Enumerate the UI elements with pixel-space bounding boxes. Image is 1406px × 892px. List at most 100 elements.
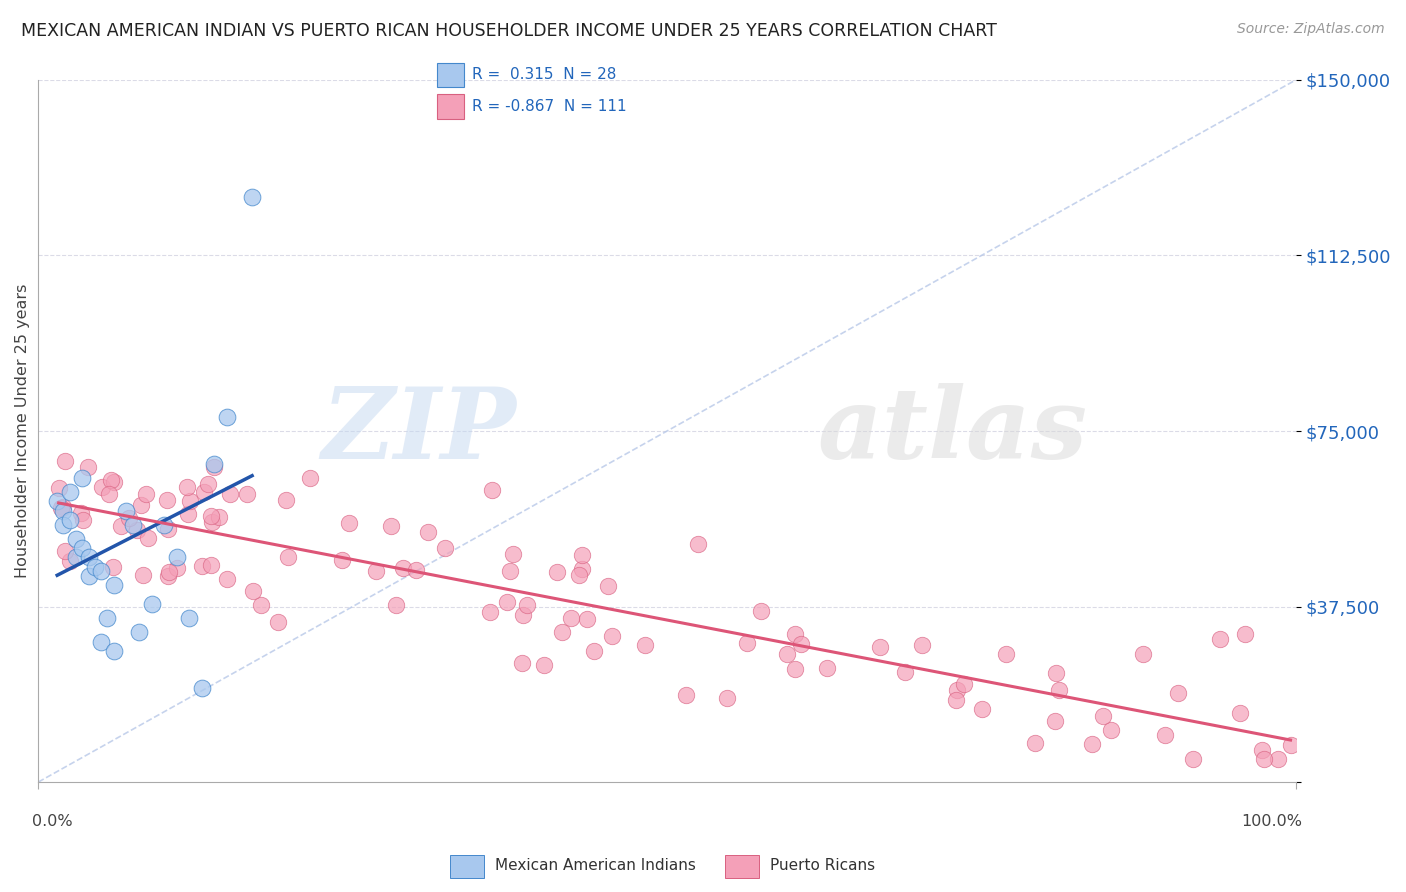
Point — [1233, 627, 1256, 641]
Point — [77, 460, 100, 475]
Point — [118, 511, 141, 525]
Point — [551, 624, 574, 639]
Point — [560, 611, 582, 625]
Point — [675, 688, 697, 702]
Point — [970, 701, 993, 715]
Text: R = -0.867  N = 111: R = -0.867 N = 111 — [471, 99, 626, 114]
Point — [1091, 708, 1114, 723]
Point — [103, 475, 125, 490]
Point — [364, 564, 387, 578]
Point — [776, 648, 799, 662]
Point — [69, 506, 91, 520]
Point — [1045, 666, 1067, 681]
Point — [546, 565, 568, 579]
Point — [90, 634, 112, 648]
Point — [53, 454, 76, 468]
Point — [267, 615, 290, 629]
Point — [571, 562, 593, 576]
Point — [128, 625, 150, 640]
Point — [98, 486, 121, 500]
Point — [783, 626, 806, 640]
Point — [58, 554, 80, 568]
Point — [103, 560, 125, 574]
Point — [52, 503, 75, 517]
Point — [103, 644, 125, 658]
Point — [121, 517, 143, 532]
Point — [299, 471, 322, 485]
Point — [716, 690, 738, 705]
Point — [330, 553, 353, 567]
Point — [576, 612, 599, 626]
Text: R =  0.315  N = 28: R = 0.315 N = 28 — [471, 67, 616, 82]
Point — [749, 604, 772, 618]
Point — [571, 548, 593, 562]
Point — [156, 568, 179, 582]
Point — [197, 476, 219, 491]
Point — [100, 473, 122, 487]
Point — [952, 677, 974, 691]
Point — [166, 550, 188, 565]
Point — [686, 537, 709, 551]
Text: 100.0%: 100.0% — [1241, 814, 1302, 829]
Point — [135, 487, 157, 501]
Point — [815, 661, 838, 675]
Point — [52, 517, 75, 532]
Point — [790, 637, 813, 651]
Point — [405, 563, 427, 577]
Point — [200, 558, 222, 573]
Point — [250, 598, 273, 612]
Text: Puerto Ricans: Puerto Ricans — [770, 858, 876, 872]
Point — [84, 559, 107, 574]
Point — [242, 584, 264, 599]
Point — [125, 524, 148, 538]
Point — [193, 485, 215, 500]
Point — [1267, 751, 1289, 765]
Bar — [437, 62, 464, 87]
Point — [202, 457, 225, 471]
Point — [602, 628, 624, 642]
Point — [869, 640, 891, 654]
Point — [337, 516, 360, 531]
Point — [103, 578, 125, 592]
Point — [179, 493, 201, 508]
Point — [215, 572, 238, 586]
Point — [156, 522, 179, 536]
Point — [72, 513, 94, 527]
Point — [77, 569, 100, 583]
Point — [153, 517, 176, 532]
Point — [384, 598, 406, 612]
Point — [157, 565, 180, 579]
Point — [218, 487, 240, 501]
Point — [77, 550, 100, 565]
Point — [499, 564, 522, 578]
Point — [533, 657, 555, 672]
Point — [96, 611, 118, 625]
Point — [115, 503, 138, 517]
Point — [911, 638, 934, 652]
Point — [1253, 751, 1275, 765]
Point — [191, 681, 214, 696]
Point — [512, 607, 534, 622]
Point — [51, 500, 73, 515]
Point — [65, 550, 87, 565]
Point — [1209, 632, 1232, 646]
Point — [583, 644, 606, 658]
Point — [481, 483, 503, 497]
Point — [568, 567, 591, 582]
Bar — [450, 855, 484, 878]
Point — [59, 513, 82, 527]
Point — [1182, 751, 1205, 765]
Point — [391, 560, 413, 574]
Point — [53, 544, 76, 558]
Point — [1047, 683, 1070, 698]
Point — [735, 636, 758, 650]
Point — [434, 541, 457, 555]
Point — [129, 498, 152, 512]
Point — [634, 639, 657, 653]
Point — [166, 561, 188, 575]
Point — [479, 605, 502, 619]
Point — [179, 611, 201, 625]
Point — [65, 532, 87, 546]
Point — [52, 500, 75, 514]
Point — [945, 693, 967, 707]
